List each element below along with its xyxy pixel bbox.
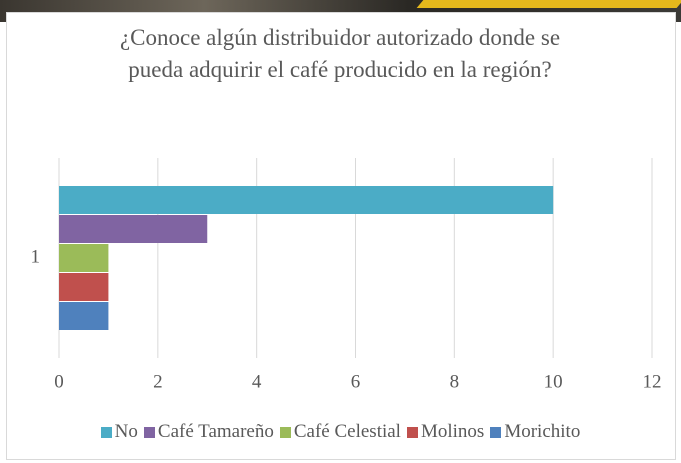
x-tick-label: 12 [643,371,662,392]
x-tick-label: 4 [252,371,262,392]
legend-label: No [114,421,138,442]
legend-item: Molinos [406,421,485,443]
legend-label: Molinos [420,421,485,442]
x-tick-label: 6 [351,371,361,392]
bar [59,186,554,214]
legend: No Café Tamareño Café Celestial Molinos Mori… [0,421,681,443]
x-tick-label: 0 [54,371,64,392]
x-tick-label: 10 [544,371,563,392]
legend-label: Café Celestial [293,421,401,442]
bar [59,215,208,243]
chart-title: ¿Conoce algún distribuidor autorizado do… [119,25,561,82]
legend-item: Café Celestial [279,421,401,443]
bar [59,244,109,272]
bar [59,302,109,330]
legend-item: No [100,421,138,443]
legend-swatch [143,426,155,438]
y-tick-label: 1 [31,246,41,267]
x-tick-label: 8 [450,371,460,392]
legend-item: Morichito [490,421,580,443]
legend-swatch [100,426,112,438]
legend-item: Café Tamareño [143,421,274,443]
x-tick-label: 2 [153,371,163,392]
bar [59,273,109,301]
legend-swatch [279,426,291,438]
legend-swatch [406,426,418,438]
legend-label: Morichito [504,421,581,442]
legend-swatch [490,426,502,438]
legend-label: Café Tamareño [157,421,274,442]
